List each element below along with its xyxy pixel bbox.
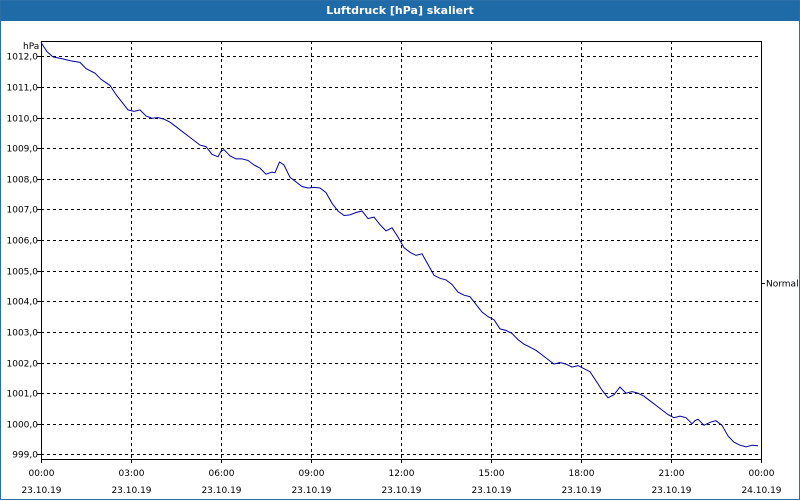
series-layer (40, 42, 759, 448)
y-tick-label: 1011,0 (7, 84, 39, 94)
y-tick-label: 1001,0 (7, 390, 39, 400)
x-tick-label-time: 09:00 (299, 469, 325, 479)
normal-label: Normal (766, 280, 799, 290)
x-tick-label-time: 15:00 (479, 469, 505, 479)
y-tick-label: 1004,0 (7, 298, 39, 308)
y-tick-label: 1005,0 (7, 268, 39, 278)
chart-title: Luftdruck [hPa] skaliert (1, 1, 799, 21)
grid (41, 41, 761, 459)
x-tick-label-time: 00:00 (29, 469, 55, 479)
x-tick-label-date: 23.10.19 (381, 486, 421, 496)
x-tick-label-date: 23.10.19 (21, 486, 61, 496)
x-tick-label-date: 24.10.19 (741, 486, 781, 496)
x-tick-label-date: 23.10.19 (561, 486, 601, 496)
x-tick-label-date: 23.10.19 (651, 486, 691, 496)
y-tick-label: 1003,0 (7, 329, 39, 339)
x-tick-label-time: 21:00 (659, 469, 685, 479)
x-tick-label-time: 12:00 (389, 469, 415, 479)
y-tick-label: 1006,0 (7, 237, 39, 247)
y-tick-label: 1007,0 (7, 206, 39, 216)
x-tick-label-date: 23.10.19 (471, 486, 511, 496)
x-tick-label-date: 23.10.19 (291, 486, 331, 496)
x-tick-label-time: 03:00 (119, 469, 145, 479)
x-tick-label-time: 06:00 (209, 469, 235, 479)
y-tick-label: 1009,0 (7, 145, 39, 155)
x-tick-label-time: 00:00 (749, 469, 775, 479)
series-line[interactable] (40, 42, 759, 448)
x-tick-label-time: 18:00 (569, 469, 595, 479)
x-tick-label-date: 23.10.19 (201, 486, 241, 496)
tick-labels: 999,0 1000,0 1001,0 1002,0 1003,0 1004,0 1005,… (7, 42, 799, 496)
y-tick-label: 1010,0 (7, 115, 39, 125)
y-tick-label: 1008,0 (7, 176, 39, 186)
y-axis-label: hPa (23, 42, 39, 52)
axes (37, 41, 765, 463)
y-tick-label: 999,0 (12, 451, 38, 461)
x-tick-label-date: 23.10.19 (111, 486, 151, 496)
y-tick-label: 1000,0 (7, 421, 39, 431)
y-tick-label: 1012,0 (7, 53, 39, 63)
plot-frame (41, 41, 762, 460)
y-tick-label: 1002,0 (7, 360, 39, 370)
